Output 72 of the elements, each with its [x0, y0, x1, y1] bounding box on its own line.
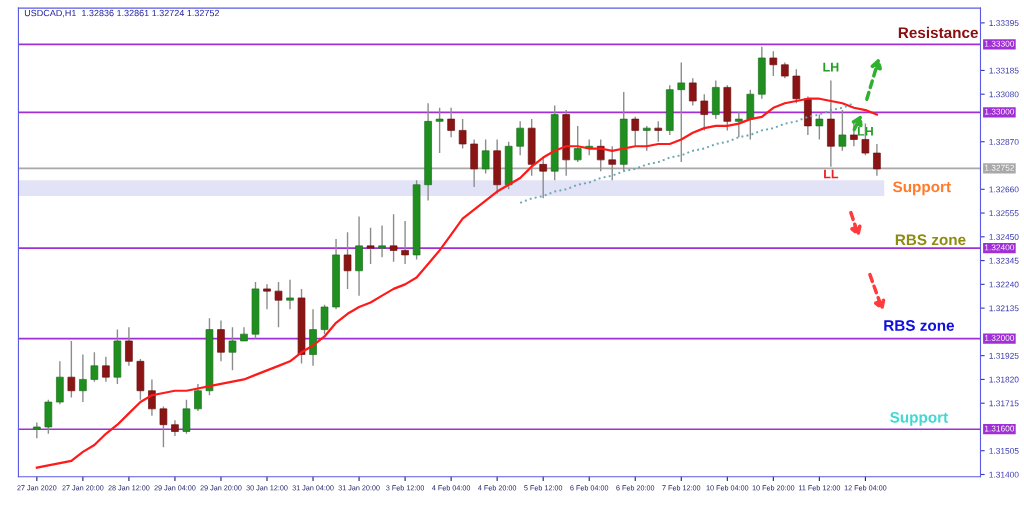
ref-line-label: 1.33000	[984, 108, 1015, 115]
text: RBS zone	[895, 234, 966, 246]
candlestick	[182, 399, 191, 435]
candlestick	[792, 68, 801, 104]
y-tick-label: 1.31820	[989, 376, 1019, 383]
y-tick-label: 1.31400	[989, 471, 1019, 478]
text: Resistance	[898, 26, 978, 39]
y-tick-label: 1.31925	[989, 352, 1019, 359]
annotation: LL	[824, 169, 839, 179]
candlestick	[286, 279, 294, 310]
candlestick	[688, 77, 697, 107]
candlestick	[159, 405, 168, 449]
y-tick-label: 1.31505	[989, 447, 1019, 454]
ref-line-label: 1.31600	[984, 425, 1015, 432]
candlestick	[194, 383, 202, 412]
y-tick-label: 1.32345	[989, 257, 1019, 264]
candlestick	[228, 326, 237, 372]
candlestick	[539, 156, 547, 200]
y-tick-label: 1.32240	[989, 281, 1019, 288]
candlestick	[654, 120, 663, 143]
candlestick	[343, 231, 352, 290]
candlestick	[573, 125, 582, 163]
candlestick	[274, 281, 283, 329]
text: Support	[892, 181, 951, 196]
annotation: RBS zone	[884, 320, 955, 331]
candlestick	[815, 113, 824, 141]
candlestick	[102, 356, 110, 383]
candlestick	[608, 145, 617, 181]
candlestick	[378, 224, 386, 258]
candlestick	[642, 125, 651, 152]
candlestick	[481, 138, 490, 175]
candlestick	[516, 120, 524, 157]
chart-title: USDCAD,H1 1.32836 1.32861 1.32724 1.32752	[24, 9, 219, 18]
candlestick	[631, 116, 640, 147]
candlestick	[320, 304, 329, 335]
y-tick-label: 1.32870	[989, 138, 1019, 145]
candlestick	[79, 353, 87, 403]
line-series	[519, 102, 855, 204]
candlestick	[217, 319, 225, 363]
candlestick	[838, 109, 847, 152]
y-tick-label: 1.33395	[989, 20, 1019, 26]
candlestick	[458, 118, 467, 150]
candlestick	[401, 220, 409, 265]
y-tick-label: 1.33080	[989, 91, 1019, 98]
candlestick	[769, 50, 778, 77]
candlestick	[263, 283, 271, 310]
y-tick-label: 1.32450	[989, 234, 1019, 240]
annotation: LH	[823, 62, 839, 72]
y-tick-label: 1.31715	[989, 400, 1019, 407]
y-tick-label: 1.32135	[989, 305, 1019, 312]
candlestick	[90, 351, 99, 383]
y-tick-label: 1.32660	[989, 186, 1019, 193]
candlestick	[33, 421, 41, 439]
line-series	[35, 97, 879, 469]
candlestick	[389, 213, 398, 263]
candlestick	[735, 111, 743, 138]
candlestick	[677, 61, 686, 163]
ref-line-label: 1.32400	[984, 244, 1015, 251]
y-tick-label: 1.33185	[989, 67, 1019, 74]
candlestick	[125, 326, 133, 367]
candlestick	[435, 107, 444, 154]
candlestick	[67, 340, 76, 399]
ref-line-label: 1.32752	[984, 164, 1015, 171]
ref-line-label: 1.33300	[984, 40, 1015, 47]
annotation: LH	[857, 126, 873, 136]
y-tick-label: 1.32555	[989, 210, 1019, 217]
ref-line-label: 1.32000	[984, 335, 1015, 341]
candlestick	[873, 143, 881, 177]
candlestick	[366, 227, 375, 265]
candlestick	[447, 107, 455, 138]
text: Support	[890, 411, 948, 426]
candlestick	[700, 93, 709, 132]
